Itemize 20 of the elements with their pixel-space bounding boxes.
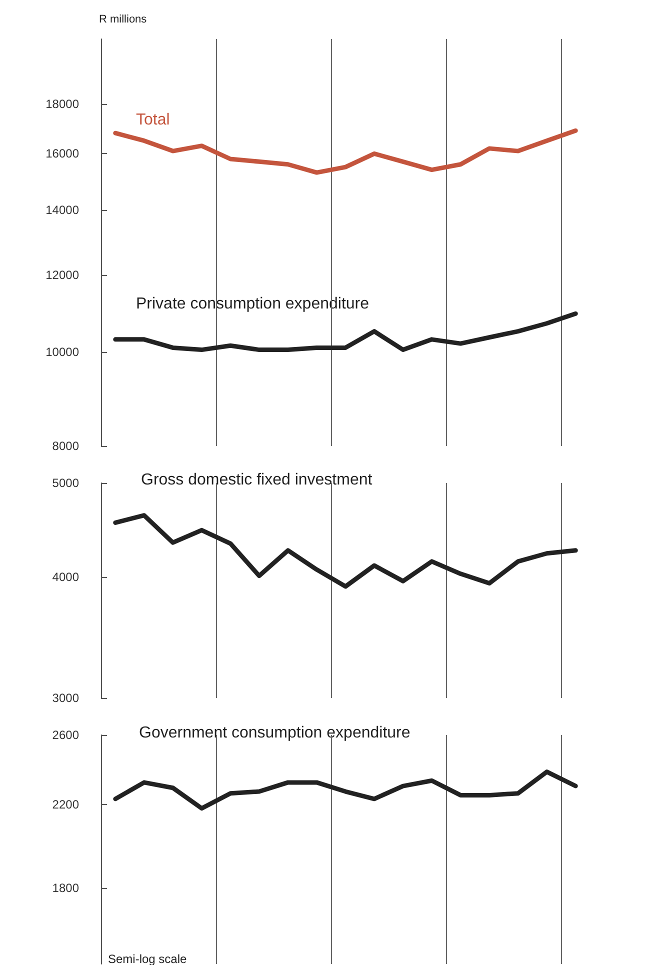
text: Government consumption expenditure <box>139 724 410 742</box>
y-tick-label: 2200 <box>52 798 80 812</box>
series-label: Total <box>136 112 170 128</box>
y-axis-title: R millions <box>99 14 148 26</box>
y-tick-label: 4000 <box>52 570 80 584</box>
line-series <box>113 513 578 589</box>
y-tick-label: 14000 <box>46 202 80 217</box>
y-tick-label: 8000 <box>52 439 80 453</box>
y-tick-label: 10000 <box>46 344 80 359</box>
y-tick-label: 1800 <box>52 881 80 896</box>
y-tick-label: 2600 <box>52 728 80 742</box>
y-tick-label: 16000 <box>46 146 80 161</box>
y-tick-label: 18000 <box>46 97 80 112</box>
line-series <box>113 128 578 175</box>
y-tick-label: 5000 <box>52 476 80 490</box>
y-tick-label: 12000 <box>46 268 80 282</box>
y-tick-label: 3000 <box>52 691 80 705</box>
series-label: Gross domestic fixed investment <box>141 472 373 488</box>
line-series <box>113 311 578 352</box>
line-series <box>113 770 578 811</box>
